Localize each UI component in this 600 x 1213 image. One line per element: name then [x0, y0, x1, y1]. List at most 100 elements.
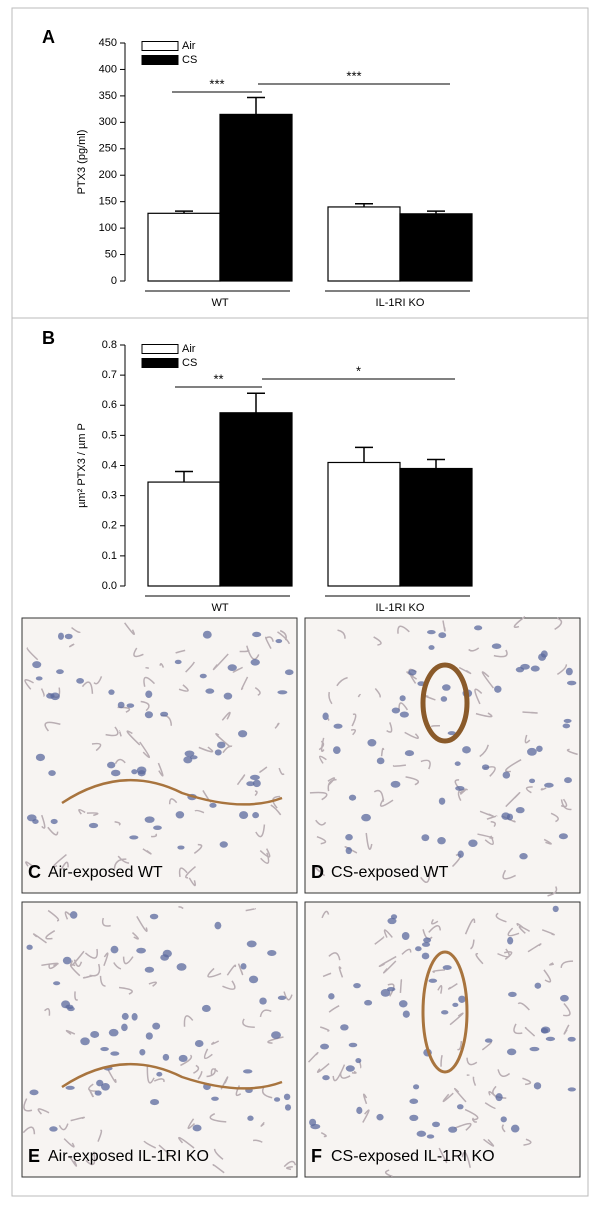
- cell-nucleus: [334, 724, 343, 729]
- cell-nucleus: [405, 750, 414, 756]
- cell-nucleus: [111, 946, 119, 954]
- bar: [328, 462, 400, 586]
- cell-nucleus: [349, 795, 356, 801]
- cell-nucleus: [310, 1124, 320, 1129]
- cell-nucleus: [564, 777, 572, 783]
- cell-nucleus: [193, 1125, 202, 1132]
- cell-nucleus: [340, 1024, 348, 1030]
- cell-nucleus: [428, 645, 434, 650]
- cell-nucleus: [559, 833, 568, 839]
- cell-nucleus: [429, 979, 438, 983]
- cell-nucleus: [80, 1037, 89, 1045]
- cell-nucleus: [507, 937, 513, 945]
- x-tick-label: IL-1RI KO: [376, 297, 425, 309]
- cell-nucleus: [228, 664, 237, 671]
- cell-nucleus: [51, 819, 58, 824]
- bar: [400, 214, 472, 281]
- cell-nucleus: [402, 932, 410, 940]
- y-tick-label: 250: [99, 143, 117, 155]
- cell-nucleus: [353, 983, 361, 988]
- cell-nucleus: [422, 942, 430, 947]
- cell-nucleus: [568, 1037, 576, 1042]
- cell-nucleus: [367, 739, 376, 746]
- cell-nucleus: [132, 1013, 138, 1021]
- cell-nucleus: [400, 711, 409, 717]
- cell-nucleus: [507, 1048, 516, 1055]
- cell-nucleus: [400, 695, 406, 701]
- cell-nucleus: [277, 690, 287, 694]
- cell-nucleus: [195, 1040, 204, 1047]
- cell-nucleus: [409, 1115, 418, 1121]
- cell-nucleus: [345, 834, 353, 840]
- cell-nucleus: [442, 684, 451, 690]
- y-tick-label: 150: [99, 196, 117, 208]
- panel-letter: A: [42, 27, 55, 47]
- cell-nucleus: [541, 1028, 548, 1034]
- cell-nucleus: [408, 669, 416, 675]
- cell-nucleus: [247, 1116, 253, 1121]
- cell-nucleus: [76, 678, 84, 684]
- cell-nucleus: [519, 853, 527, 859]
- panel-letter: C: [28, 862, 41, 882]
- legend-swatch: [142, 359, 178, 368]
- alveolar-wall: [522, 712, 537, 713]
- cell-nucleus: [110, 1051, 119, 1055]
- cell-nucleus: [163, 1054, 169, 1061]
- cell-nucleus: [200, 674, 207, 679]
- cell-nucleus: [267, 950, 276, 956]
- cell-nucleus: [333, 746, 341, 754]
- cell-nucleus: [65, 1005, 73, 1010]
- cell-nucleus: [214, 922, 221, 930]
- cell-nucleus: [535, 983, 542, 989]
- micrograph-frame: [305, 902, 580, 1177]
- cell-nucleus: [415, 946, 422, 951]
- cell-nucleus: [485, 1038, 493, 1042]
- cell-nucleus: [455, 786, 464, 791]
- cell-nucleus: [217, 742, 225, 749]
- panel-caption: CS-exposed IL-1RI KO: [331, 1148, 495, 1165]
- cell-nucleus: [438, 632, 446, 638]
- cell-nucleus: [56, 669, 64, 674]
- cell-nucleus: [107, 762, 115, 769]
- bar: [220, 114, 292, 281]
- cell-nucleus: [501, 1116, 507, 1122]
- bar: [400, 469, 472, 586]
- y-axis-label: µm² PTX3 / µm P: [76, 423, 88, 508]
- cell-nucleus: [259, 998, 267, 1005]
- cell-nucleus: [376, 1114, 383, 1121]
- cell-nucleus: [29, 1089, 38, 1095]
- y-tick-label: 0.0: [102, 580, 117, 592]
- significance-label: *: [356, 363, 361, 378]
- cell-nucleus: [458, 851, 464, 858]
- cell-nucleus: [146, 1032, 153, 1039]
- cell-nucleus: [96, 1080, 103, 1087]
- cell-nucleus: [441, 696, 447, 702]
- cell-nucleus: [53, 981, 60, 985]
- cell-nucleus: [391, 781, 401, 788]
- cell-nucleus: [131, 769, 137, 774]
- cell-nucleus: [90, 1031, 99, 1038]
- cell-nucleus: [441, 1010, 448, 1014]
- cell-nucleus: [568, 1087, 576, 1091]
- cell-nucleus: [346, 847, 352, 854]
- y-tick-label: 0.3: [102, 490, 117, 502]
- cell-nucleus: [284, 1094, 290, 1101]
- panel-letter: B: [42, 328, 55, 348]
- cell-nucleus: [285, 1104, 291, 1110]
- bar: [148, 213, 220, 281]
- cell-nucleus: [202, 1005, 211, 1012]
- cell-nucleus: [520, 664, 530, 670]
- y-tick-label: 0.4: [102, 459, 117, 471]
- cell-nucleus: [503, 771, 511, 778]
- y-tick-label: 50: [105, 248, 117, 260]
- cell-nucleus: [392, 707, 400, 713]
- cell-nucleus: [322, 1075, 330, 1080]
- bar: [220, 413, 292, 586]
- cell-nucleus: [32, 661, 41, 668]
- y-tick-label: 0.1: [102, 550, 117, 562]
- cell-nucleus: [252, 632, 261, 637]
- cell-nucleus: [241, 963, 247, 969]
